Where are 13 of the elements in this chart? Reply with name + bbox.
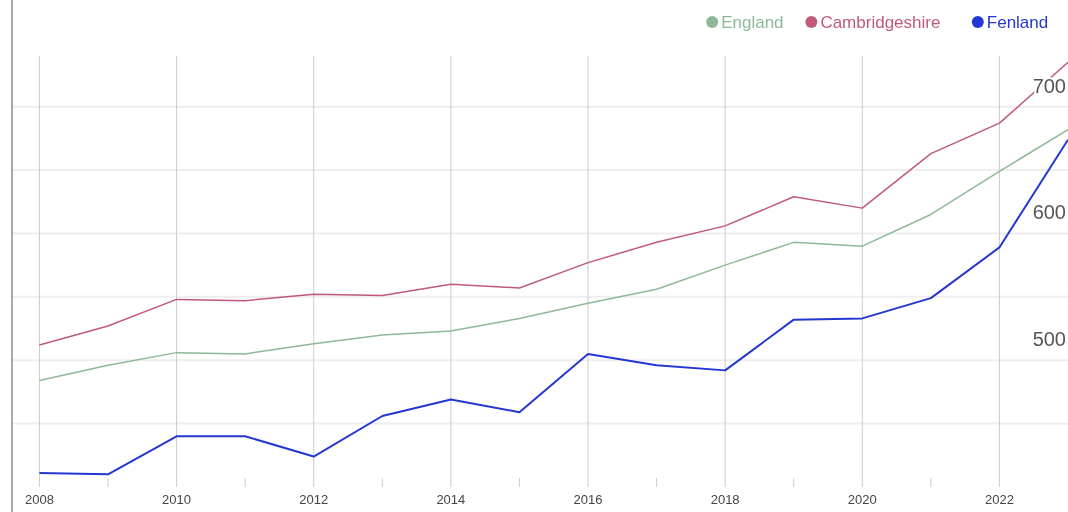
legend-label: Cambridgeshire [820, 13, 941, 32]
x-tick-label: 2014 [436, 492, 466, 507]
y-tick-label: 600 [1032, 201, 1066, 224]
x-tick-label: 2018 [710, 492, 740, 507]
x-tick-label: 2012 [299, 492, 329, 507]
x-tick-label: 2008 [24, 492, 54, 507]
x-tick-label: 2020 [847, 492, 877, 507]
x-tick-label: 2022 [984, 492, 1014, 507]
y-tick-label: 500 [1032, 328, 1066, 351]
legend-label: England [721, 13, 784, 32]
legend-label: Fenland [986, 13, 1049, 32]
x-tick-label: 2010 [162, 492, 192, 507]
x-tick-label: 2016 [573, 492, 603, 507]
